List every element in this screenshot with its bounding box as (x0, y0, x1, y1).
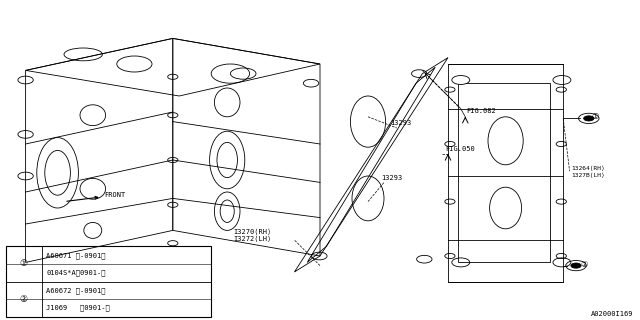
Circle shape (571, 263, 581, 268)
Text: 13264⟨RH⟩: 13264⟨RH⟩ (571, 166, 605, 171)
Text: I3270⟨RH⟩: I3270⟨RH⟩ (234, 229, 272, 235)
Text: A02000I169: A02000I169 (591, 311, 634, 317)
Text: 13293: 13293 (381, 175, 402, 181)
Text: J1069   （0901-）: J1069 （0901-） (46, 305, 110, 311)
Text: 1327B⟨LH⟩: 1327B⟨LH⟩ (571, 172, 605, 178)
Text: 13293: 13293 (390, 120, 412, 126)
Text: ②: ② (580, 260, 588, 269)
Text: FIG.050: FIG.050 (445, 146, 474, 152)
Bar (458, 83, 550, 262)
Text: FRONT: FRONT (67, 192, 126, 201)
Text: ①: ① (20, 260, 28, 268)
Text: ①: ① (591, 112, 599, 121)
Circle shape (452, 76, 470, 84)
Text: FIG.082: FIG.082 (466, 108, 495, 114)
Text: A60671 （-0901）: A60671 （-0901） (46, 252, 106, 259)
Text: 0104S*A（0901-）: 0104S*A（0901-） (46, 269, 106, 276)
Text: A60672 （-0901）: A60672 （-0901） (46, 287, 106, 294)
Circle shape (584, 116, 594, 121)
Text: ②: ② (20, 295, 28, 304)
Bar (6, 246, 211, 317)
Text: I3272⟨LH⟩: I3272⟨LH⟩ (234, 236, 272, 242)
